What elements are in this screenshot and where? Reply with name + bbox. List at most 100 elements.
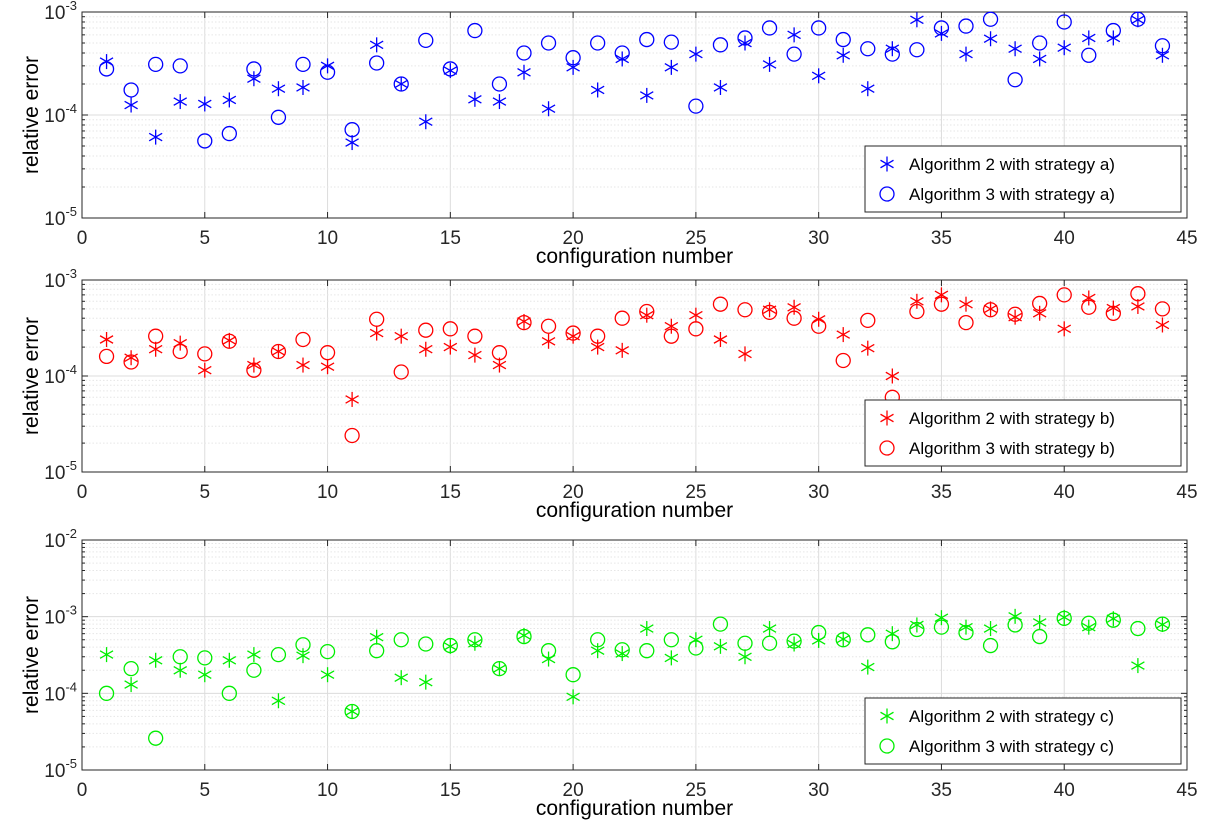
data-point-circle <box>246 61 262 77</box>
data-point-circle <box>516 45 532 61</box>
data-point-circle <box>688 640 704 656</box>
data-point-circle <box>319 64 336 80</box>
data-point-circle <box>1081 47 1097 63</box>
legend-entry: Algorithm 3 with strategy b) <box>909 439 1115 458</box>
data-point-asterisk <box>738 649 752 665</box>
data-point-circle <box>761 20 778 36</box>
x-tick-label: 45 <box>1176 482 1197 503</box>
data-point-circle <box>909 621 925 638</box>
x-tick-label: 20 <box>563 228 584 249</box>
data-point-circle <box>491 76 508 92</box>
data-point-circle <box>1056 287 1072 303</box>
data-point-asterisk <box>811 68 826 84</box>
data-point-asterisk <box>934 287 949 303</box>
x-axis-label: configuration number <box>536 245 733 268</box>
data-point-circle <box>221 125 237 142</box>
data-point-circle <box>197 133 213 149</box>
data-point-circle <box>1154 38 1171 54</box>
data-point-asterisk <box>124 350 138 366</box>
data-point-circle <box>639 31 655 48</box>
data-point-asterisk <box>738 346 752 362</box>
series-asterisk <box>99 12 1170 151</box>
y-axis-label: relative error <box>20 56 43 174</box>
data-point-circle <box>540 318 557 334</box>
x-tick-label: 45 <box>1176 228 1197 249</box>
data-point-circle <box>344 427 360 444</box>
data-point-asterisk <box>320 667 335 683</box>
x-tick-label: 0 <box>77 780 88 801</box>
data-point-circle <box>172 58 188 74</box>
data-point-circle <box>737 30 753 46</box>
data-point-asterisk <box>1131 12 1145 28</box>
data-point-circle <box>737 302 753 318</box>
data-point-circle <box>344 122 360 138</box>
x-tick-label: 5 <box>199 482 210 503</box>
data-point-circle <box>958 624 974 641</box>
legend-marker-circle <box>879 186 895 202</box>
x-tick-label: 0 <box>77 482 88 503</box>
data-point-asterisk <box>247 357 261 373</box>
data-point-circle <box>246 362 262 378</box>
x-tick-label: 35 <box>931 482 952 503</box>
data-point-asterisk <box>1057 609 1072 625</box>
data-point-asterisk <box>418 674 433 690</box>
data-point-asterisk <box>247 647 261 663</box>
data-point-asterisk <box>222 332 237 348</box>
data-point-circle <box>172 649 188 665</box>
data-point-asterisk <box>148 129 163 145</box>
data-point-circle <box>639 303 655 320</box>
x-tick-label: 20 <box>563 482 584 503</box>
data-point-asterisk <box>860 659 875 675</box>
data-point-asterisk <box>836 327 851 343</box>
data-point-asterisk <box>443 339 458 355</box>
data-point-circle <box>148 56 164 73</box>
data-point-circle <box>614 45 630 61</box>
data-point-asterisk <box>787 27 801 43</box>
data-point-circle <box>516 628 532 645</box>
data-point-circle <box>516 314 532 331</box>
data-point-circle <box>982 302 999 318</box>
data-point-circle <box>761 304 778 321</box>
data-point-circle <box>295 56 311 73</box>
data-point-circle <box>418 322 434 338</box>
x-tick-label: 25 <box>685 228 706 249</box>
data-point-circle <box>860 627 876 643</box>
y-tick-label: 10-5 <box>44 204 77 230</box>
data-point-asterisk <box>1032 614 1047 630</box>
data-point-circle <box>1105 22 1121 39</box>
data-point-circle <box>491 345 508 361</box>
data-point-circle <box>958 18 974 34</box>
legend-marker-circle <box>879 738 895 754</box>
data-point-circle <box>1007 617 1023 633</box>
data-point-asterisk <box>1106 300 1121 316</box>
x-ticks: 0 5 10 15 20 25 30 35 40 45 <box>77 280 1198 503</box>
data-point-circle <box>1154 616 1171 632</box>
x-tick-label: 30 <box>808 228 829 249</box>
y-tick-label: 10-4 <box>44 362 77 388</box>
data-point-circle <box>1081 615 1097 631</box>
data-point-asterisk <box>197 667 212 683</box>
x-tick-label: 15 <box>440 482 461 503</box>
y-tick-label: 10-4 <box>44 679 77 705</box>
y-tick-label: 10-2 <box>44 526 77 552</box>
data-point-circle <box>319 643 336 660</box>
x-axis-label: configuration number <box>536 499 733 522</box>
data-point-circle <box>786 310 802 326</box>
data-point-asterisk <box>1155 617 1170 633</box>
data-point-asterisk <box>222 92 237 108</box>
x-tick-label: 40 <box>1054 228 1075 249</box>
y-ticks: 10-5 10-4 10-3 10-2 <box>44 526 1187 782</box>
data-point-asterisk <box>247 71 261 87</box>
y-tick-label: 10-3 <box>44 0 77 24</box>
data-point-circle <box>688 98 704 114</box>
data-point-asterisk <box>713 638 728 654</box>
data-point-circle <box>221 333 237 349</box>
data-point-asterisk <box>1155 317 1170 333</box>
data-point-asterisk <box>369 37 384 53</box>
data-point-circle <box>98 685 115 701</box>
x-tick-label: 5 <box>199 780 210 801</box>
data-point-circle <box>1130 620 1146 637</box>
data-point-circle <box>270 109 287 125</box>
data-point-circle <box>467 632 483 648</box>
legend-box <box>864 399 1182 467</box>
